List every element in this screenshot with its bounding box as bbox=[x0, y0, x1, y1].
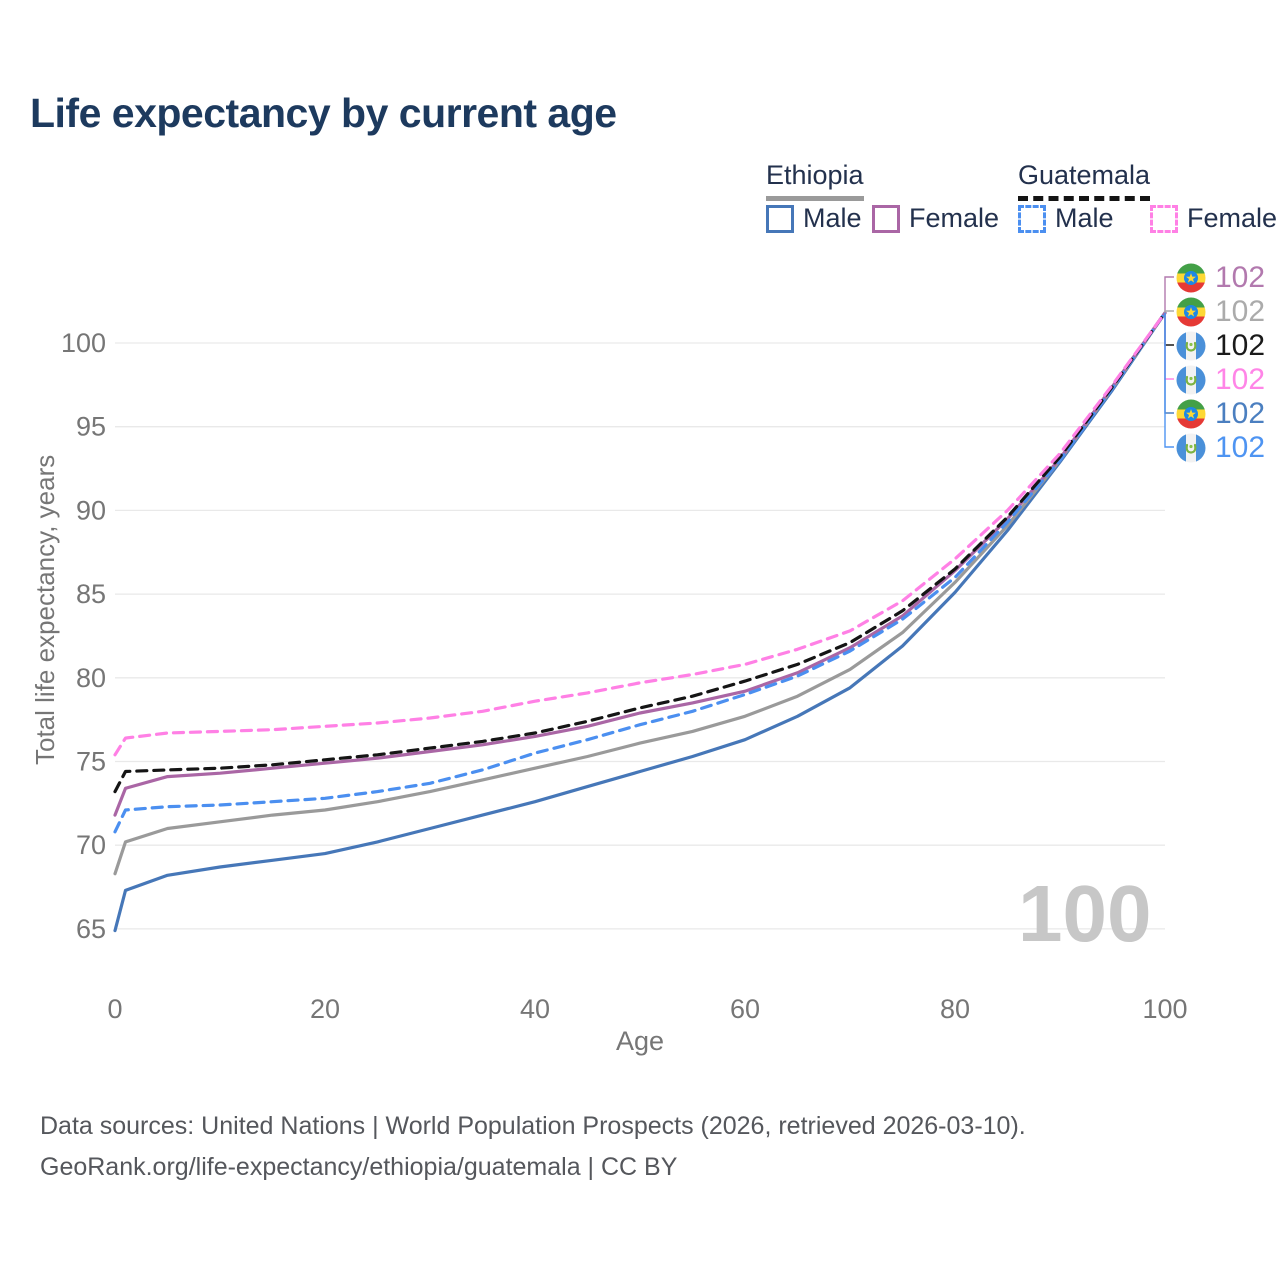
legend-item-label: Male bbox=[803, 203, 862, 233]
endpoint-label-row-ethiopia-male[interactable]: 102 bbox=[1176, 397, 1265, 431]
series-line-guatemala-both bbox=[113, 311, 1167, 794]
data-source-line: Data sources: United Nations | World Pop… bbox=[40, 1112, 1026, 1140]
current-age-watermark: 100 bbox=[1018, 869, 1152, 958]
flag-art bbox=[1176, 263, 1206, 293]
y-tick-label: 75 bbox=[76, 747, 106, 777]
legend-item-ethiopia-female[interactable]: Female bbox=[872, 203, 999, 234]
stripe-red bbox=[1176, 316, 1206, 327]
y-tick-label: 85 bbox=[76, 579, 106, 609]
series-line-ethiopia-female bbox=[113, 311, 1167, 817]
flag-art bbox=[1176, 433, 1206, 463]
x-tick-label: 20 bbox=[310, 994, 340, 1024]
x-tick-label: 100 bbox=[1142, 994, 1187, 1024]
y-axis-title: Total life expectancy, years bbox=[30, 454, 60, 765]
endpoint-value: 102 bbox=[1215, 295, 1266, 328]
flag-art bbox=[1176, 297, 1206, 327]
guatemala-male-swatch-icon bbox=[1018, 204, 1046, 233]
emblem-wreath bbox=[1185, 341, 1197, 352]
endpoint-value: 102 bbox=[1215, 397, 1266, 430]
endpoint-connector bbox=[1164, 312, 1174, 346]
emblem-star bbox=[1186, 409, 1196, 419]
emblem-wreath bbox=[1185, 375, 1197, 386]
endpoint-value: 102 bbox=[1215, 329, 1266, 362]
ethiopia-flag-icon bbox=[1176, 297, 1206, 327]
page-title: Life expectancy by current age bbox=[30, 90, 617, 136]
emblem-dot bbox=[1189, 444, 1193, 449]
x-tick-label: 80 bbox=[940, 994, 970, 1024]
series-line-guatemala-male bbox=[113, 311, 1167, 834]
x-tick-label: 40 bbox=[520, 994, 550, 1024]
stripe-green bbox=[1176, 399, 1206, 410]
legend-item-label: Female bbox=[1187, 203, 1278, 233]
legend-group-guatemala: Guatemala bbox=[1018, 160, 1151, 201]
endpoint-value: 102 bbox=[1215, 261, 1266, 294]
stripe-blue-left bbox=[1176, 365, 1186, 395]
x-tick-label: 60 bbox=[730, 994, 760, 1024]
stripe-green bbox=[1176, 263, 1206, 274]
endpoint-label-row-guatemala-female[interactable]: 102 bbox=[1176, 363, 1265, 397]
legend-item-guatemala-female[interactable]: Female bbox=[1150, 203, 1277, 234]
endpoint-value: 102 bbox=[1215, 431, 1266, 464]
series-line-ethiopia-male bbox=[113, 311, 1167, 933]
endpoint-connector bbox=[1164, 312, 1174, 380]
guatemala-flag-icon bbox=[1176, 331, 1206, 361]
emblem-dot bbox=[1189, 376, 1193, 381]
flag-art bbox=[1176, 331, 1206, 361]
y-tick-label: 90 bbox=[76, 495, 106, 525]
legend-item-label: Female bbox=[909, 203, 1000, 233]
guatemala-female-swatch-icon bbox=[1150, 204, 1178, 233]
legend-item-ethiopia-male[interactable]: Male bbox=[766, 203, 862, 234]
series-line-guatemala-female bbox=[113, 311, 1167, 757]
endpoint-connector bbox=[1164, 276, 1174, 313]
legend-group-ethiopia: Ethiopia bbox=[766, 160, 864, 201]
stripe-red bbox=[1176, 282, 1206, 293]
stripe-blue-left bbox=[1176, 433, 1186, 463]
endpoint-connector bbox=[1164, 312, 1174, 414]
guatemala-flag-icon bbox=[1176, 433, 1206, 463]
stripe-blue-left bbox=[1176, 331, 1186, 361]
legend-item-label: Male bbox=[1055, 203, 1114, 233]
x-tick-label: 0 bbox=[107, 994, 122, 1024]
emblem-wreath bbox=[1185, 443, 1197, 454]
y-tick-label: 70 bbox=[76, 830, 106, 860]
emblem-star bbox=[1186, 273, 1196, 283]
y-tick-label: 100 bbox=[61, 328, 106, 358]
emblem-dot bbox=[1189, 342, 1193, 347]
stripe-red bbox=[1176, 418, 1206, 429]
series-line-ethiopia-both bbox=[113, 311, 1167, 876]
endpoint-connector bbox=[1164, 310, 1174, 313]
ethiopia-flag-icon bbox=[1176, 263, 1206, 293]
endpoint-label-row-ethiopia-female[interactable]: 102 bbox=[1176, 261, 1265, 295]
y-tick-label: 65 bbox=[76, 914, 106, 944]
attribution-line: GeoRank.org/life-expectancy/ethiopia/gua… bbox=[40, 1153, 678, 1181]
flag-art bbox=[1176, 399, 1206, 429]
legend-item-guatemala-male[interactable]: Male bbox=[1018, 203, 1114, 234]
guatemala-flag-icon bbox=[1176, 365, 1206, 395]
flag-art bbox=[1176, 365, 1206, 395]
ethiopia-male-swatch-icon bbox=[766, 204, 794, 233]
endpoint-label-row-guatemala-male[interactable]: 102 bbox=[1176, 431, 1265, 465]
stripe-blue-right bbox=[1196, 433, 1206, 463]
endpoint-connector bbox=[1164, 312, 1174, 448]
x-axis-title: Age bbox=[615, 1026, 665, 1056]
stripe-blue-right bbox=[1196, 331, 1206, 361]
stripe-green bbox=[1176, 297, 1206, 308]
footer: Data sources: United Nations | World Pop… bbox=[40, 1106, 1026, 1188]
y-tick-label: 80 bbox=[76, 663, 106, 693]
y-tick-label: 95 bbox=[76, 412, 106, 442]
ethiopia-flag-icon bbox=[1176, 399, 1206, 429]
endpoint-value: 102 bbox=[1215, 363, 1266, 396]
ethiopia-female-swatch-icon bbox=[872, 204, 900, 233]
endpoint-label-row-guatemala-both-sexes[interactable]: 102 bbox=[1176, 329, 1265, 363]
stripe-blue-right bbox=[1196, 365, 1206, 395]
endpoint-label-row-ethiopia-both-sexes[interactable]: 102 bbox=[1176, 295, 1265, 329]
emblem-star bbox=[1186, 307, 1196, 317]
